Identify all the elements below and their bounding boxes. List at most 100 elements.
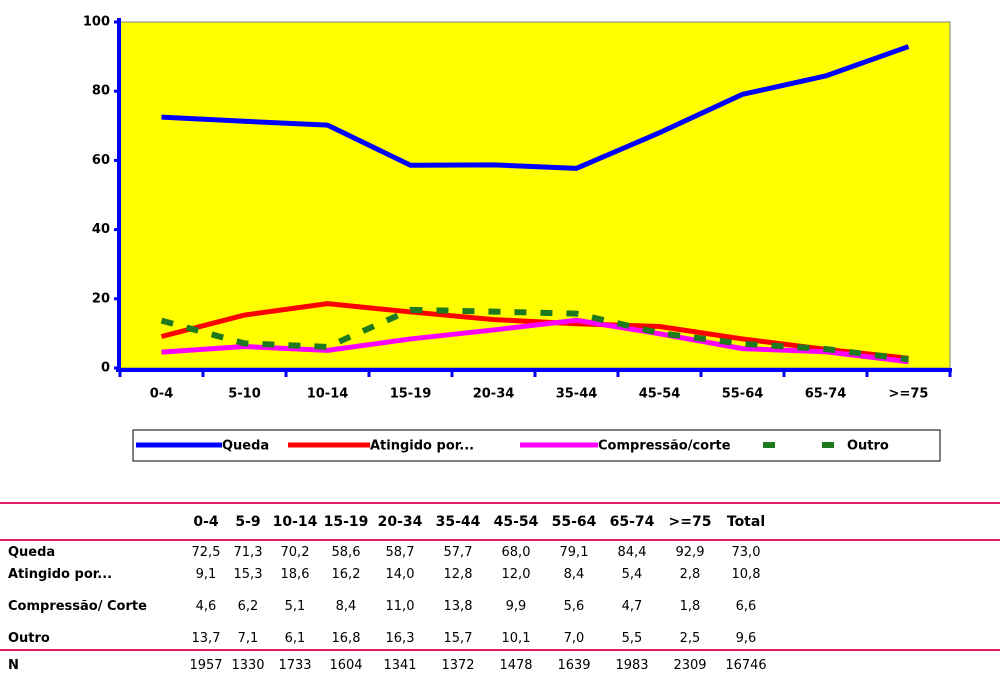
series-line — [161, 317, 909, 365]
table-row: 0-4 5-9 10-14 15-19 20-34 35-44 45-54 55-64 65-7… — [0, 502, 1000, 541]
table-cell: 7,0 — [563, 630, 585, 646]
x-tick-label: 35-44 — [556, 387, 598, 402]
table-row: Outro 13,7 7,1 6,1 16,8 16,3 15,7 10,1 7,0 5,5 2,5… — [0, 627, 1000, 650]
column-header: 15-19 — [321, 502, 371, 541]
lab: Queda — [8, 544, 56, 560]
filler — [773, 502, 1000, 541]
table-cell: 6,2 — [237, 598, 259, 614]
table-cell: 8,4 — [563, 566, 585, 582]
table-row: Atingido por... 9,1 15,3 18,6 16,2 14,0 12,8 12… — [0, 563, 1000, 585]
table-cell: 16,8 — [331, 630, 361, 646]
lab: Compressão/ Corte — [8, 598, 147, 614]
table-cell: 16,3 — [385, 630, 415, 646]
series-line — [161, 44, 910, 171]
table-cell: 1478 — [487, 649, 545, 673]
table-cell: 16746 — [719, 649, 773, 673]
legend-box — [132, 429, 941, 462]
table-cell: 5,6 — [563, 598, 585, 614]
table-cell: 84,4 — [617, 544, 647, 560]
table-cell: 2,5 — [679, 630, 701, 646]
series-line — [160, 301, 909, 361]
table-cell: 8,4 — [335, 598, 357, 614]
column-header: 10-14 — [269, 502, 321, 541]
table-cell: 1639 — [545, 649, 603, 673]
table-cell: 5,4 — [621, 566, 643, 582]
y-tick-label: 60 — [92, 153, 110, 168]
x-tick-label: 10-14 — [307, 387, 349, 402]
table-cell: 58,6 — [331, 544, 361, 560]
column-header: >=75 — [661, 502, 719, 541]
filler — [773, 540, 1000, 563]
table-cell: 14,0 — [385, 566, 415, 582]
table-cell: 9,9 — [505, 598, 527, 614]
table-cell: 2309 — [661, 649, 719, 673]
x-tick-label: 55-64 — [722, 387, 764, 402]
legend: Queda Atingido por... Compressão/corte Outr… — [132, 429, 941, 462]
x-tick-label: 0-4 — [150, 387, 174, 402]
filler — [773, 627, 1000, 650]
table-cell: 10,1 — [501, 630, 531, 646]
table-cell: 18,6 — [280, 566, 310, 582]
table-row: Compressão/ Corte 4,6 6,2 5,1 8,4 11,0 13,8 9,9… — [0, 585, 1000, 627]
legend-label: Atingido por... — [370, 439, 474, 454]
table-cell: 4,7 — [621, 598, 643, 614]
x-tick-label: 65-74 — [805, 387, 847, 402]
table-cell: 1983 — [603, 649, 661, 673]
y-tick-label: 100 — [83, 15, 110, 30]
filler — [773, 649, 1000, 673]
table-cell: 5,5 — [621, 630, 643, 646]
legend-label: Outro — [847, 439, 889, 454]
table-cell: 72,5 — [191, 544, 221, 560]
table-cell: 68,0 — [501, 544, 531, 560]
table-cell: 58,7 — [385, 544, 415, 560]
table-cell: 1957 — [185, 649, 227, 673]
y-tick-label: 40 — [92, 222, 110, 237]
column-header: 45-54 — [487, 502, 545, 541]
data-table: 0-4 5-9 10-14 15-19 20-34 35-44 45-54 55-64 65-7… — [0, 502, 1000, 673]
column-header: 65-74 — [603, 502, 661, 541]
table-cell: 13,7 — [191, 630, 221, 646]
table-cell: 57,7 — [443, 544, 473, 560]
filler — [773, 563, 1000, 585]
table-cell: 70,2 — [280, 544, 310, 560]
table-cell: 7,1 — [237, 630, 259, 646]
table-cell: 6,6 — [735, 598, 757, 614]
x-tick-label: 15-19 — [390, 387, 432, 402]
table-cell: 1330 — [227, 649, 269, 673]
table-cell: 1,8 — [679, 598, 701, 614]
table-cell: 71,3 — [233, 544, 263, 560]
filler — [773, 585, 1000, 627]
table-cell: 1733 — [269, 649, 321, 673]
table-cell: 4,6 — [195, 598, 217, 614]
table-cell: 15,3 — [233, 566, 263, 582]
column-header: 55-64 — [545, 502, 603, 541]
y-tick-label: 80 — [92, 84, 110, 99]
column-header: 20-34 — [371, 502, 429, 541]
lab: Outro — [8, 630, 50, 646]
table-cell: 16,2 — [331, 566, 361, 582]
table-cell: 79,1 — [559, 544, 589, 560]
table-cell: 6,1 — [284, 630, 306, 646]
table-cell: 2,8 — [679, 566, 701, 582]
table-cell: 1372 — [429, 649, 487, 673]
table-cell: 92,9 — [675, 544, 705, 560]
column-header: 0-4 — [185, 502, 227, 541]
lab: N — [0, 649, 185, 673]
table-cell: 73,0 — [731, 544, 761, 560]
table-cell: 10,8 — [731, 566, 761, 582]
table-cell: 1604 — [321, 649, 371, 673]
y-tick-label: 20 — [92, 291, 110, 306]
column-header: 5-9 — [227, 502, 269, 541]
table-row: N 1957 1330 1733 1604 1341 1372 1478 1639 1983 230… — [0, 649, 1000, 673]
table-cell: 1341 — [371, 649, 429, 673]
lab — [0, 502, 185, 541]
table-cell: 11,0 — [385, 598, 415, 614]
table-cell: 9,1 — [195, 566, 217, 582]
x-tick-label: 5-10 — [228, 387, 261, 402]
table-cell: 13,8 — [443, 598, 473, 614]
legend-label: Compressão/corte — [598, 439, 731, 454]
y-tick-label: 0 — [101, 361, 110, 376]
table-cell: 5,1 — [284, 598, 306, 614]
table-cell: 12,0 — [501, 566, 531, 582]
